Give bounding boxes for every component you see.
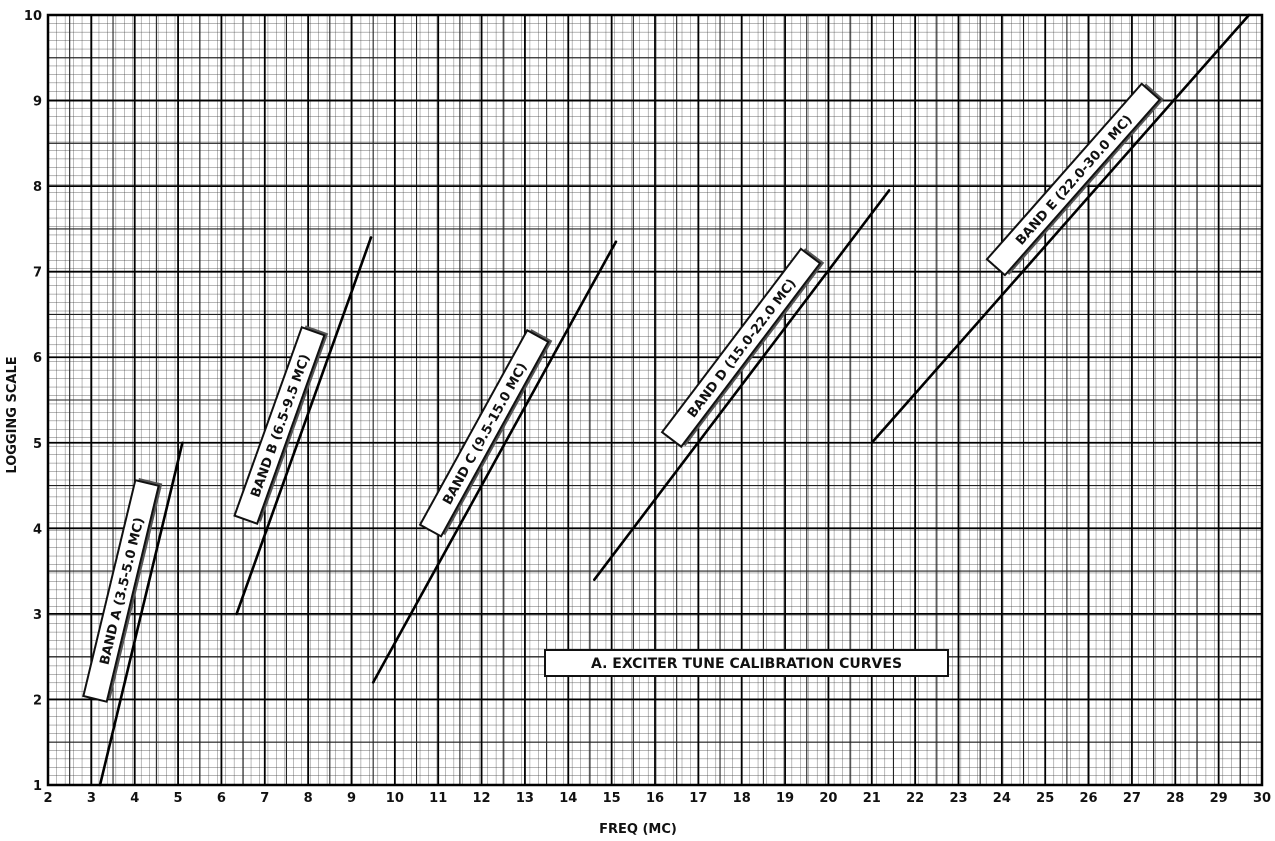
- x-tick-label: 14: [559, 791, 577, 806]
- x-tick-label: 22: [906, 791, 924, 806]
- x-tick-label: 19: [776, 791, 794, 806]
- x-tick-label: 25: [1036, 791, 1054, 806]
- x-tick-label: 3: [87, 791, 96, 806]
- y-tick-label: 8: [33, 180, 42, 195]
- series-label-box: [985, 82, 1162, 277]
- x-tick-label: 27: [1123, 791, 1141, 806]
- x-tick-label: 5: [174, 791, 183, 806]
- y-tick-label: 6: [33, 351, 42, 366]
- series-label-box: [82, 478, 160, 703]
- x-tick-label: 24: [993, 791, 1011, 806]
- x-tick-label: 16: [646, 791, 664, 806]
- x-tick-label: 10: [386, 791, 404, 806]
- x-axis-title: FREQ (MC): [599, 822, 677, 837]
- series-label-0: BAND A (3.5-5.0 MC): [82, 477, 163, 703]
- x-tick-label: 26: [1080, 791, 1098, 806]
- x-tick-label: 21: [863, 791, 881, 806]
- series-label-box: [418, 328, 550, 538]
- y-tick-label: 10: [24, 9, 42, 24]
- x-tick-label: 13: [516, 791, 534, 806]
- x-tick-label: 28: [1166, 791, 1184, 806]
- x-tick-label: 9: [347, 791, 356, 806]
- x-tick-label: 15: [603, 791, 621, 806]
- y-axis-title: LOGGING SCALE: [5, 356, 20, 473]
- series-line-0: [98, 441, 184, 787]
- chart-caption: A. EXCITER TUNE CALIBRATION CURVES: [591, 656, 902, 672]
- y-tick-label: 7: [33, 266, 42, 281]
- x-tick-label: 30: [1253, 791, 1271, 806]
- x-tick-label: 29: [1210, 791, 1228, 806]
- series-label-box: [660, 247, 822, 449]
- y-tick-label: 9: [33, 95, 42, 110]
- series-line-2: [371, 240, 618, 684]
- series-line-4: [870, 13, 1251, 445]
- x-tick-label: 2: [43, 791, 52, 806]
- y-tick-label: 5: [33, 437, 42, 452]
- x-tick-label: 17: [689, 791, 707, 806]
- x-tick-label: 12: [473, 791, 491, 806]
- series-label-box: [233, 325, 326, 525]
- plot-border: [46, 13, 1264, 787]
- y-tick-label: 3: [33, 608, 42, 623]
- x-tick-label: 18: [733, 791, 751, 806]
- series-line-3: [592, 189, 891, 581]
- x-tick-label: 23: [949, 791, 967, 806]
- y-tick-label: 1: [33, 779, 42, 794]
- x-tick-label: 8: [304, 791, 313, 806]
- y-tick-label: 2: [33, 693, 42, 708]
- x-tick-label: 7: [260, 791, 269, 806]
- series-line-1: [235, 236, 373, 616]
- y-tick-label: 4: [33, 522, 42, 537]
- x-tick-label: 6: [217, 791, 226, 806]
- x-tick-label: 4: [130, 791, 139, 806]
- chart-caption-box: A. EXCITER TUNE CALIBRATION CURVES: [544, 649, 949, 677]
- x-tick-label: 20: [819, 791, 837, 806]
- x-tick-label: 11: [429, 791, 447, 806]
